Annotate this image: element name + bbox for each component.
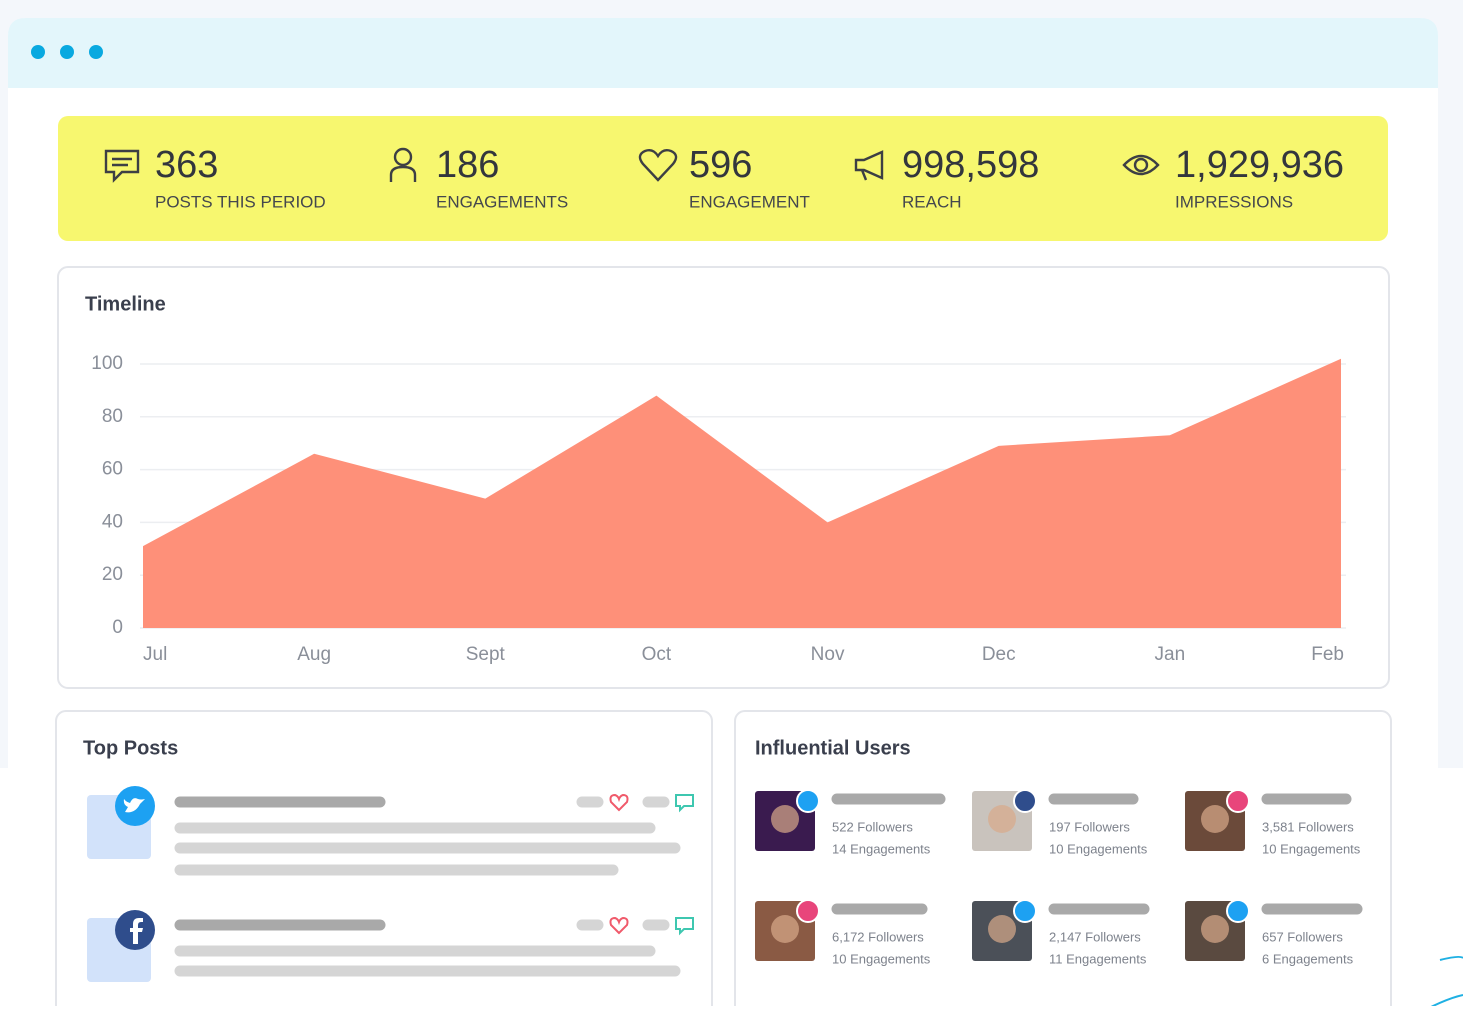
platform-badge	[796, 899, 820, 923]
user-engagements: 14 Engagements	[832, 841, 931, 856]
window-dot	[60, 45, 74, 59]
platform-badge	[1226, 789, 1250, 813]
stat-value: 186	[436, 144, 499, 186]
x-tick-label: Dec	[982, 644, 1016, 665]
avatar-face	[988, 915, 1016, 943]
avatar-face	[771, 915, 799, 943]
x-tick-label: Feb	[1311, 644, 1344, 665]
x-tick-label: Jul	[143, 644, 167, 665]
avatar-face	[1201, 915, 1229, 943]
x-tick-label: Oct	[642, 644, 672, 665]
x-tick-label: Jan	[1155, 644, 1186, 665]
platform-badge	[1013, 789, 1037, 813]
post-placeholders	[87, 786, 694, 982]
stat-label: ENGAGEMENT	[689, 192, 810, 211]
user-followers: 657 Followers	[1262, 929, 1343, 944]
card-title: Top Posts	[83, 737, 178, 759]
user-engagements: 10 Engagements	[832, 951, 931, 966]
stat-value: 998,598	[902, 144, 1039, 186]
platform-badge	[796, 789, 820, 813]
window-dot	[31, 45, 45, 59]
y-tick-label: 60	[102, 459, 123, 480]
stat-value: 596	[689, 144, 752, 186]
bottom-fade	[0, 1006, 1463, 1024]
y-tick-label: 100	[91, 353, 123, 374]
card-title: Influential Users	[755, 737, 911, 759]
user-followers: 3,581 Followers	[1262, 819, 1354, 834]
user-followers: 6,172 Followers	[832, 929, 924, 944]
user-engagements: 6 Engagements	[1262, 951, 1354, 966]
y-tick-label: 20	[102, 564, 123, 585]
avatar-face	[771, 805, 799, 833]
y-tick-label: 0	[112, 617, 123, 638]
user-followers: 2,147 Followers	[1049, 929, 1141, 944]
stat-value: 363	[155, 144, 218, 186]
x-tick-label: Sept	[466, 644, 506, 665]
window-header	[8, 18, 1438, 88]
stat-label: ENGAGEMENTS	[436, 192, 568, 211]
chart: 0 20 40 60 80 100 Jul Aug Sept Oct Nov Dec Jan Feb	[91, 353, 1346, 665]
window-dot	[89, 45, 103, 59]
user-followers: 197 Followers	[1049, 819, 1130, 834]
avatar-face	[988, 805, 1016, 833]
user-engagements: 11 Engagements	[1049, 951, 1147, 966]
stat-label: IMPRESSIONS	[1175, 192, 1293, 211]
area	[143, 358, 1341, 628]
stat-icons	[104, 147, 1160, 183]
user-engagements: 10 Engagements	[1049, 841, 1148, 856]
x-tick-label: Aug	[297, 644, 331, 665]
y-tick-label: 40	[102, 511, 123, 532]
user-followers: 522 Followers	[832, 819, 913, 834]
user-engagements: 10 Engagements	[1262, 841, 1361, 856]
avatar-face	[1201, 805, 1229, 833]
stat-value: 1,929,936	[1175, 144, 1344, 186]
stat-label: REACH	[902, 192, 962, 211]
stat-label: POSTS THIS PERIOD	[155, 192, 326, 211]
stats-bar	[58, 116, 1388, 241]
x-tick-label: Nov	[811, 644, 845, 665]
user-list: 522 Followers 14 Engagements 197 Followers…	[755, 789, 1363, 966]
platform-badge	[1226, 899, 1250, 923]
platform-badge	[1013, 899, 1037, 923]
card-title: Timeline	[85, 293, 166, 315]
y-tick-label: 80	[102, 406, 123, 427]
